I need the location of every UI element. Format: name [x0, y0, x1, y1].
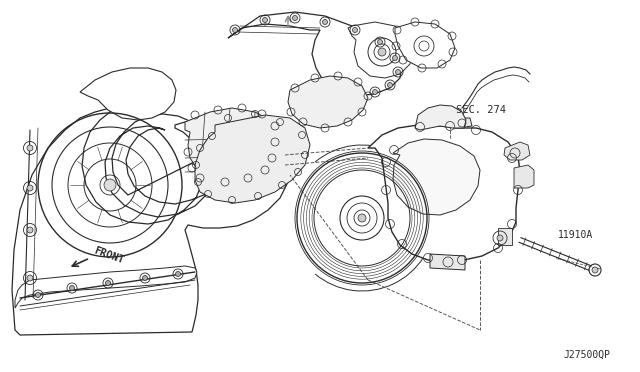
Polygon shape — [415, 105, 466, 130]
Circle shape — [27, 275, 33, 281]
Circle shape — [104, 179, 116, 191]
Polygon shape — [80, 68, 176, 120]
Polygon shape — [498, 228, 512, 245]
Circle shape — [70, 285, 74, 291]
Polygon shape — [452, 118, 472, 128]
Circle shape — [497, 235, 503, 241]
Polygon shape — [430, 254, 465, 270]
Circle shape — [27, 145, 33, 151]
Circle shape — [292, 16, 298, 20]
Polygon shape — [195, 115, 310, 203]
Circle shape — [378, 39, 383, 45]
Text: J27500QP: J27500QP — [563, 350, 610, 360]
Circle shape — [232, 28, 237, 32]
Polygon shape — [368, 125, 520, 262]
Circle shape — [353, 28, 358, 32]
Circle shape — [106, 280, 111, 285]
Polygon shape — [393, 139, 480, 215]
Polygon shape — [15, 266, 197, 308]
Circle shape — [143, 276, 147, 280]
Text: 11910A: 11910A — [558, 230, 593, 240]
Polygon shape — [12, 108, 290, 335]
Text: SEC. 274: SEC. 274 — [456, 105, 506, 115]
Polygon shape — [395, 22, 455, 68]
Circle shape — [396, 70, 401, 74]
Circle shape — [27, 227, 33, 233]
Polygon shape — [504, 142, 530, 160]
Circle shape — [35, 292, 40, 298]
Circle shape — [175, 272, 180, 276]
Polygon shape — [514, 165, 534, 188]
Polygon shape — [228, 12, 402, 96]
Circle shape — [323, 19, 328, 25]
Text: FRONT: FRONT — [92, 246, 125, 266]
Polygon shape — [348, 22, 414, 78]
Polygon shape — [185, 108, 278, 182]
Circle shape — [378, 48, 386, 56]
Circle shape — [392, 55, 397, 61]
Circle shape — [27, 185, 33, 191]
Polygon shape — [288, 76, 368, 128]
Circle shape — [358, 214, 366, 222]
Circle shape — [592, 267, 598, 273]
Circle shape — [387, 83, 392, 87]
Circle shape — [262, 17, 268, 22]
Circle shape — [372, 90, 378, 94]
